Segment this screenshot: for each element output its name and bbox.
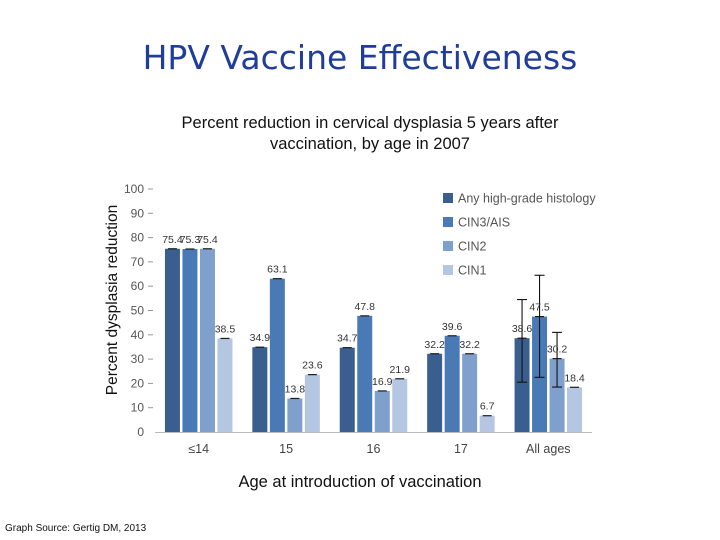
- bar-any-high-grade-histology-all-ages: [514, 338, 530, 432]
- legend-label: CIN3/AIS: [458, 216, 510, 230]
- bar-cin2-14: [199, 248, 215, 432]
- y-tick-0: 0: [137, 425, 144, 439]
- legend-label: CIN1: [458, 264, 487, 278]
- error-bars: [517, 274, 563, 388]
- legend-item-cin1: CIN1: [443, 264, 487, 278]
- y-tick-40: 40: [131, 328, 153, 342]
- y-axis: 0 10 20 30 40 50 60 70 80 90 100: [124, 182, 592, 439]
- x-axis-label: Age at introduction of vaccination: [238, 473, 482, 491]
- data-label-cin3-ais-16: 47.8: [355, 301, 376, 313]
- bars: [164, 248, 583, 432]
- legend-item-cin2: CIN2: [443, 240, 487, 254]
- legend-swatch: [443, 265, 453, 275]
- y-tick-label: 100: [124, 182, 144, 196]
- x-tick-label-15: 15: [279, 442, 293, 456]
- y-tick-label: 60: [131, 279, 145, 293]
- bar-any-high-grade-histology-16: [339, 347, 355, 432]
- bar-cin2-16: [374, 390, 390, 432]
- bar-cin3-ais-14: [182, 249, 198, 432]
- y-tick-label: 10: [131, 401, 145, 415]
- y-tick-label: 80: [131, 231, 145, 245]
- data-label-cin2-14: 75.4: [197, 234, 218, 246]
- legend: Any high-grade histology CIN3/AIS CIN2 CIN1: [443, 192, 596, 278]
- bar-cin1-all-ages: [567, 387, 583, 432]
- chart-title: Percent reduction in cervical dysplasia …: [181, 114, 559, 153]
- bar-cin1-16: [392, 378, 408, 432]
- y-tick-20: 20: [131, 376, 153, 390]
- x-tick-label-all-ages: All ages: [526, 442, 570, 456]
- legend-label: Any high-grade histology: [458, 192, 596, 206]
- y-tick-70: 70: [131, 255, 153, 269]
- error-bar-cin3-ais-all-ages: [534, 274, 545, 378]
- data-label-cin1-14: 38.5: [215, 323, 236, 335]
- bar-cin1-15: [304, 374, 320, 432]
- bar-cin3-ais-15: [269, 278, 285, 432]
- y-tick-60: 60: [131, 279, 153, 293]
- error-bar-any-high-grade-histology-all-ages: [517, 299, 528, 383]
- y-tick-label: 90: [131, 206, 145, 220]
- bar-any-high-grade-histology-14: [164, 248, 180, 432]
- bar-cin1-14: [217, 338, 233, 432]
- data-label-cin2-all-ages: 30.2: [547, 344, 568, 356]
- data-label-cin1-16: 21.9: [390, 364, 411, 376]
- y-tick-label: 30: [131, 352, 145, 366]
- data-label-any-high-grade-histology-14: 75.4: [162, 234, 183, 246]
- legend-label: CIN2: [458, 240, 487, 254]
- data-label-cin2-16: 16.9: [372, 376, 393, 388]
- legend-item-cin3-ais: CIN3/AIS: [443, 216, 510, 230]
- bar-cin2-17: [462, 353, 478, 432]
- data-labels: 75.4 34.9 34.7 32.2 38.6 75.3 63.1 47.8 39.6 47.5…: [162, 234, 585, 413]
- graph-source: Graph Source: Gertig DM, 2013: [5, 523, 147, 534]
- bar-cin3-ais-16: [357, 315, 373, 432]
- data-label-cin1-15: 23.6: [302, 360, 323, 372]
- data-label-cin1-17: 6.7: [480, 401, 495, 413]
- data-label-cin1-all-ages: 18.4: [564, 372, 585, 384]
- y-tick-30: 30: [131, 352, 153, 366]
- legend-swatch: [443, 241, 453, 251]
- x-axis: ≤14 15 16 17 All ages: [188, 442, 570, 456]
- x-tick-label-17: 17: [454, 442, 468, 456]
- bar-cin2-all-ages: [549, 358, 565, 432]
- y-tick-100: 100: [124, 182, 153, 196]
- bar-cin2-15: [287, 398, 303, 432]
- y-tick-80: 80: [131, 231, 153, 245]
- error-bar-cin2-all-ages: [552, 331, 563, 388]
- bar-any-high-grade-histology-15: [252, 347, 268, 432]
- legend-swatch: [443, 193, 453, 203]
- data-label-cin3-ais-15: 63.1: [267, 264, 288, 276]
- data-label-cin3-ais-17: 39.6: [442, 321, 463, 333]
- data-label-any-high-grade-histology-16: 34.7: [337, 333, 358, 345]
- bar-cin3-ais-17: [444, 335, 460, 432]
- x-tick-label-16: 16: [367, 442, 381, 456]
- x-tick-label-14: ≤14: [188, 442, 209, 456]
- data-label-cin3-ais-all-ages: 47.5: [529, 302, 550, 314]
- y-tick-90: 90: [131, 206, 153, 220]
- y-tick-10: 10: [131, 401, 153, 415]
- data-label-any-high-grade-histology-all-ages: 38.6: [512, 323, 533, 335]
- slide-title: HPV Vaccine Effectiveness: [142, 38, 578, 77]
- data-label-cin2-17: 32.2: [459, 339, 480, 351]
- y-tick-label: 50: [131, 304, 145, 318]
- legend-item-any-high-grade-histology: Any high-grade histology: [443, 192, 596, 206]
- legend-swatch: [443, 217, 453, 227]
- y-tick-50: 50: [131, 304, 153, 318]
- y-tick-label: 20: [131, 376, 145, 390]
- y-tick-label: 40: [131, 328, 145, 342]
- bar-any-high-grade-histology-17: [427, 353, 443, 432]
- data-label-cin2-15: 13.8: [285, 383, 306, 395]
- y-tick-label: 70: [131, 255, 145, 269]
- y-tick-label: 0: [137, 425, 144, 439]
- data-label-cin3-ais-14: 75.3: [180, 234, 201, 246]
- data-label-any-high-grade-histology-15: 34.9: [250, 332, 271, 344]
- data-label-any-high-grade-histology-17: 32.2: [424, 339, 445, 351]
- bar-cin1-17: [479, 415, 495, 432]
